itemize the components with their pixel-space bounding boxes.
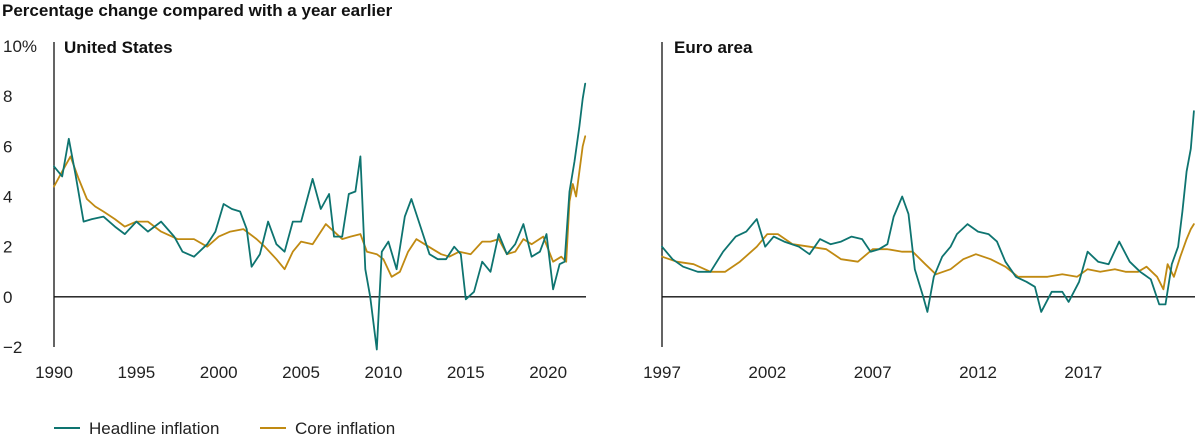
series-line-headline bbox=[53, 82, 587, 351]
x-tick-label: 2007 bbox=[854, 363, 892, 382]
y-tick-label: 8 bbox=[3, 87, 12, 106]
x-tick-label: 2000 bbox=[200, 363, 238, 382]
y-tick-label: 0 bbox=[3, 288, 12, 307]
x-tick-label: 2015 bbox=[447, 363, 485, 382]
x-tick-label: 1995 bbox=[117, 363, 155, 382]
x-tick-label: 1997 bbox=[643, 363, 681, 382]
legend-label-core: Core inflation bbox=[295, 419, 395, 438]
panel-title-euro-area: Euro area bbox=[674, 38, 753, 57]
y-tick-label: −2 bbox=[3, 338, 22, 357]
x-tick-label: 2010 bbox=[364, 363, 402, 382]
x-tick-label: 2012 bbox=[959, 363, 997, 382]
panel-euro-area: Euro area 1997 2002 2007 2012 2017 bbox=[643, 38, 1195, 382]
y-tick-label: 6 bbox=[3, 137, 12, 156]
series-line-core bbox=[661, 223, 1195, 291]
x-tick-label: 2005 bbox=[282, 363, 320, 382]
x-tick-label: 2002 bbox=[748, 363, 786, 382]
x-tick-label: 2017 bbox=[1064, 363, 1102, 382]
x-tick-label: 1990 bbox=[35, 363, 73, 382]
panel-title-united-states: United States bbox=[64, 38, 173, 57]
y-tick-label: 4 bbox=[3, 188, 12, 207]
chart-title: Percentage change compared with a year e… bbox=[2, 1, 393, 20]
series-line-headline bbox=[661, 110, 1195, 313]
x-tick-label: 2020 bbox=[529, 363, 567, 382]
y-tick-label: 2 bbox=[3, 238, 12, 257]
legend: Headline inflation Core inflation bbox=[54, 419, 395, 438]
panel-united-states: United States 10% 8 6 4 2 0 −2 1990 1995 2000 2005… bbox=[3, 37, 587, 382]
y-tick-label: 10% bbox=[3, 37, 37, 56]
legend-label-headline: Headline inflation bbox=[89, 419, 219, 438]
